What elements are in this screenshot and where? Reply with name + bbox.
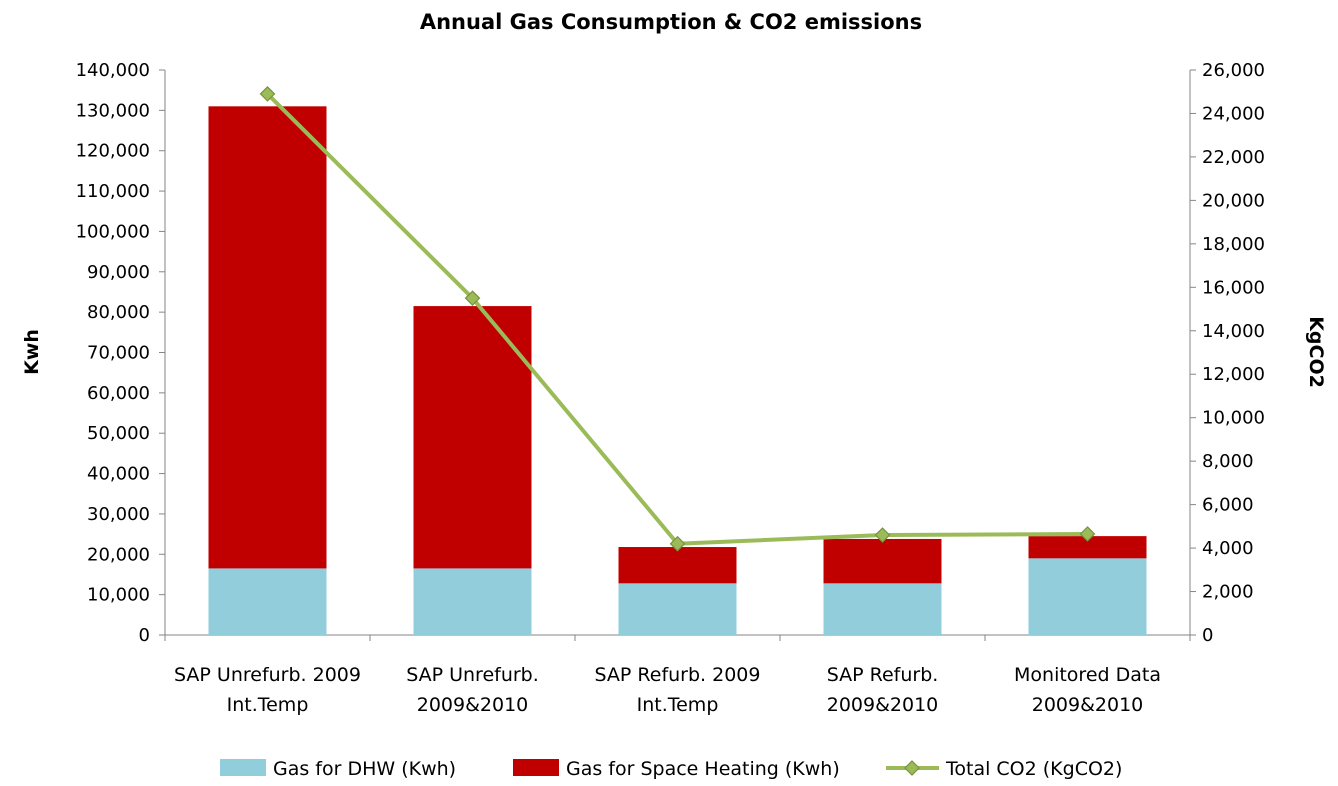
legend-label: Gas for DHW (Kwh) [273, 758, 456, 780]
co2-marker [874, 527, 891, 543]
x-category-label: 2009&2010 [827, 694, 939, 716]
y-tick-label: 0 [139, 625, 150, 646]
bar-space-heating [618, 547, 737, 584]
y-tick-label: 60,000 [87, 383, 150, 404]
y2-tick-label: 18,000 [1202, 234, 1265, 255]
y2-tick-label: 16,000 [1202, 277, 1265, 298]
y2-tick-label: 8,000 [1202, 451, 1254, 472]
x-category-label: Int.Temp [227, 694, 309, 716]
chart-title: Annual Gas Consumption & CO2 emissions [420, 10, 922, 34]
y-tick-label: 20,000 [87, 544, 150, 565]
co2-marker [669, 535, 686, 552]
y2-tick-label: 6,000 [1202, 495, 1254, 516]
y2-tick-label: 4,000 [1202, 538, 1254, 559]
y-tick-label: 10,000 [87, 585, 150, 606]
bar-dhw [823, 583, 942, 635]
co2-line [266, 92, 1088, 546]
y-tick-label: 120,000 [76, 141, 150, 162]
y-tick-label: 30,000 [87, 504, 150, 525]
y2-tick-label: 24,000 [1202, 103, 1265, 124]
x-category-label: SAP Refurb. [827, 664, 939, 686]
bar-space-heating [1028, 536, 1147, 559]
y2-tick-label: 26,000 [1202, 60, 1265, 81]
legend-label: Total CO2 (KgCO2) [945, 758, 1122, 780]
x-category-label: 2009&2010 [1032, 694, 1144, 716]
y-tick-label: 50,000 [87, 423, 150, 444]
y-tick-label: 140,000 [76, 60, 150, 81]
bar-dhw [618, 583, 737, 635]
x-category-label: SAP Refurb. 2009 [595, 664, 761, 686]
y-tick-label: 130,000 [76, 100, 150, 121]
y-tick-label: 100,000 [76, 221, 150, 242]
y2-tick-label: 22,000 [1202, 147, 1265, 168]
x-category-label: Int.Temp [637, 694, 719, 716]
x-category-label: SAP Unrefurb. [406, 664, 539, 686]
legend-swatch [220, 759, 266, 776]
y-tick-label: 90,000 [87, 262, 150, 283]
bar-space-heating [823, 538, 942, 584]
y-axis-title: Kwh [21, 329, 43, 375]
co2-marker [1079, 526, 1096, 542]
legend: Gas for DHW (Kwh) Gas for Space Heating (… [220, 758, 1122, 780]
x-category-label: SAP Unrefurb. 2009 [174, 664, 361, 686]
bar-dhw [208, 568, 327, 635]
co2-marker [259, 86, 276, 102]
bar-space-heating [208, 106, 327, 569]
co2-marker [464, 290, 481, 307]
legend-marker [904, 760, 920, 776]
legend-swatch [513, 759, 559, 776]
x-category-label: Monitored Data [1014, 664, 1161, 686]
y-tick-label: 110,000 [76, 181, 150, 202]
y-tick-label: 40,000 [87, 464, 150, 485]
y2-tick-label: 10,000 [1202, 408, 1265, 429]
bar-dhw [413, 568, 532, 635]
x-category-label: 2009&2010 [417, 694, 529, 716]
bar-space-heating [413, 306, 532, 569]
y2-tick-label: 2,000 [1202, 582, 1254, 603]
y2-tick-label: 20,000 [1202, 190, 1265, 211]
y-tick-label: 70,000 [87, 343, 150, 364]
y2-tick-label: 14,000 [1202, 321, 1265, 342]
legend-label: Gas for Space Heating (Kwh) [566, 758, 840, 780]
bar-dhw [1028, 558, 1147, 635]
y2-tick-label: 12,000 [1202, 364, 1265, 385]
y2-tick-label: 0 [1202, 625, 1213, 646]
y2-axis-title: KgCO2 [1305, 316, 1327, 388]
y-tick-label: 80,000 [87, 302, 150, 323]
plot-area: 0 10,000 20,000 30,000 40,000 50,000 60,000 70,… [76, 60, 1265, 716]
